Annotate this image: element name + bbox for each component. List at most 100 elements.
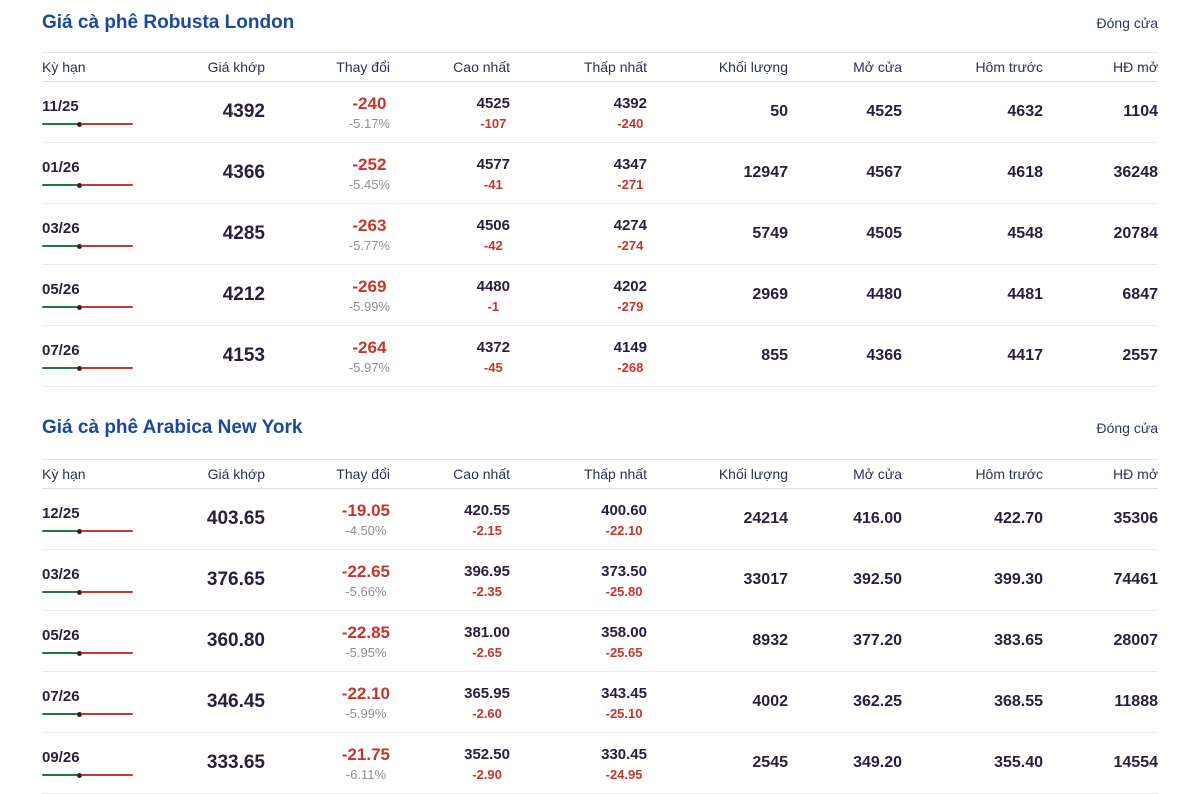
- column-header-term: Kỳ hạn: [42, 466, 86, 482]
- table-row[interactable]: 03/26 4285 -263 -5.77% 4506 -42 4274 -274 5749 45…: [42, 204, 1158, 265]
- high-cell: 420.55 -2.15: [390, 501, 510, 538]
- table-row[interactable]: 03/26 376.65 -22.65 -5.66% 396.95 -2.35 373.50…: [42, 550, 1158, 611]
- robusta-london-section: Giá cà phê Robusta London Đóng cửa Kỳ hạ…: [0, 0, 1200, 387]
- high-cell-stack: 4372 -45: [477, 338, 510, 375]
- low-cell-stack: 358.00 -25.65: [601, 623, 647, 660]
- change-cell-stack: -22.10 -5.99%: [342, 684, 390, 721]
- high-cell: 365.95 -2.60: [390, 684, 510, 721]
- open-value: 377.20: [853, 632, 902, 649]
- open-interest-value: 14554: [1113, 754, 1159, 771]
- previous-day-value: 4417: [1007, 347, 1043, 364]
- low-diff: -274: [617, 237, 644, 253]
- range-bar-indicator: [42, 182, 133, 188]
- matched-price-value: 4212: [222, 284, 265, 305]
- bar-green-segment: [42, 590, 79, 594]
- volume-value: 2969: [752, 286, 788, 303]
- change-cell: -22.10 -5.99%: [265, 684, 390, 721]
- bar-dot: [77, 365, 83, 371]
- change-cell: -264 -5.97%: [265, 338, 390, 375]
- table-row[interactable]: 07/26 4153 -264 -5.97% 4372 -45 4149 -268 855 436…: [42, 326, 1158, 387]
- high-diff: -42: [483, 237, 503, 253]
- high-cell: 352.50 -2.90: [390, 745, 510, 782]
- high-value: 396.95: [464, 562, 510, 580]
- column-header-change: Thay đổi: [336, 466, 390, 482]
- matched-price-value: 376.65: [206, 569, 265, 590]
- table-row[interactable]: 05/26 360.80 -22.85 -5.95% 381.00 -2.65 358.00…: [42, 611, 1158, 672]
- column-header-open: Mở cửa: [853, 59, 902, 75]
- range-bar-indicator: [42, 589, 133, 595]
- term-label: 05/26: [42, 280, 80, 298]
- table-row[interactable]: 12/25 403.65 -19.05 -4.50% 420.55 -2.15 400.60…: [42, 489, 1158, 550]
- range-bar-indicator: [42, 711, 133, 717]
- low-cell: 4392 -240: [510, 94, 647, 131]
- change-value: -252: [352, 154, 387, 174]
- column-header-volume: Khối lượng: [718, 59, 788, 75]
- open-interest-value: 11888: [1114, 693, 1158, 710]
- arabica-new-york-section: Giá cà phê Arabica New York Đóng cửa Kỳ …: [0, 387, 1200, 794]
- high-cell-stack: 4480 -1: [477, 277, 510, 314]
- change-percent: -4.50%: [345, 522, 387, 538]
- column-header-term: Kỳ hạn: [42, 59, 86, 75]
- range-bar-indicator: [42, 121, 133, 127]
- high-cell: 4506 -42: [390, 216, 510, 253]
- table-header-row: Kỳ hạn Giá khớp Thay đổi Cao nhất Thấp n…: [42, 459, 1158, 489]
- bar-red-segment: [81, 366, 133, 370]
- bar-dot: [77, 711, 83, 717]
- high-cell-stack: 4506 -42: [477, 216, 510, 253]
- volume-value: 12947: [743, 164, 789, 181]
- high-value: 381.00: [464, 623, 510, 641]
- low-value: 4202: [613, 277, 647, 295]
- high-cell-stack: 4577 -41: [477, 155, 510, 192]
- low-cell: 330.45 -24.95: [510, 745, 647, 782]
- change-cell-stack: -21.75 -6.11%: [342, 745, 390, 782]
- low-value: 330.45: [601, 745, 647, 763]
- low-cell: 358.00 -25.65: [510, 623, 647, 660]
- bar-green-segment: [42, 773, 79, 777]
- matched-price-value: 333.65: [206, 752, 265, 773]
- page-title: Giá cà phê Arabica New York: [42, 417, 303, 438]
- column-header-high: Cao nhất: [453, 59, 510, 75]
- table-row[interactable]: 09/26 333.65 -21.75 -6.11% 352.50 -2.90 330.45…: [42, 733, 1158, 794]
- previous-day-value: 422.70: [994, 510, 1043, 527]
- low-value: 4347: [613, 155, 647, 173]
- change-cell-stack: -22.65 -5.66%: [342, 562, 390, 599]
- term-cell: 03/26: [42, 566, 150, 595]
- high-cell-stack: 365.95 -2.60: [464, 684, 510, 721]
- term-cell: 05/26: [42, 281, 150, 310]
- low-cell-stack: 400.60 -22.10: [601, 501, 647, 538]
- term-cell: 05/26: [42, 627, 150, 656]
- low-cell: 4202 -279: [510, 277, 647, 314]
- change-cell: -240 -5.17%: [265, 94, 390, 131]
- table-row[interactable]: 11/25 4392 -240 -5.17% 4525 -107 4392 -240 50 452…: [42, 82, 1158, 143]
- bar-dot: [77, 304, 83, 310]
- bar-red-segment: [81, 773, 133, 777]
- change-value: -263: [352, 215, 387, 235]
- column-header-volume: Khối lượng: [718, 466, 788, 482]
- previous-day-value: 4548: [1007, 225, 1043, 242]
- column-header-matched-price: Giá khớp: [207, 466, 265, 482]
- term-label: 03/26: [42, 219, 80, 237]
- change-percent: -5.77%: [348, 237, 390, 253]
- high-value: 4525: [476, 94, 510, 112]
- change-value: -19.05: [341, 500, 390, 520]
- change-cell: -252 -5.45%: [265, 155, 390, 192]
- column-header-matched-price: Giá khớp: [207, 59, 265, 75]
- table-row[interactable]: 05/26 4212 -269 -5.99% 4480 -1 4202 -279 2969 448…: [42, 265, 1158, 326]
- low-cell-stack: 4347 -271: [614, 155, 647, 192]
- bar-red-segment: [81, 183, 133, 187]
- term-cell: 12/25: [42, 505, 150, 534]
- high-diff: -2.35: [472, 583, 502, 599]
- low-diff: -25.65: [605, 644, 643, 660]
- previous-day-value: 4632: [1007, 103, 1043, 120]
- volume-value: 855: [761, 347, 788, 364]
- table-body: 12/25 403.65 -19.05 -4.50% 420.55 -2.15 400.60…: [42, 489, 1158, 794]
- low-cell: 4274 -274: [510, 216, 647, 253]
- change-percent: -6.11%: [345, 766, 387, 782]
- change-value: -22.10: [341, 683, 390, 703]
- previous-day-value: 399.30: [994, 571, 1043, 588]
- table-row[interactable]: 01/26 4366 -252 -5.45% 4577 -41 4347 -271 12947 4…: [42, 143, 1158, 204]
- high-cell: 4525 -107: [390, 94, 510, 131]
- open-interest-value: 74461: [1113, 571, 1159, 588]
- table-row[interactable]: 07/26 346.45 -22.10 -5.99% 365.95 -2.60 343.45…: [42, 672, 1158, 733]
- change-cell: -21.75 -6.11%: [265, 745, 390, 782]
